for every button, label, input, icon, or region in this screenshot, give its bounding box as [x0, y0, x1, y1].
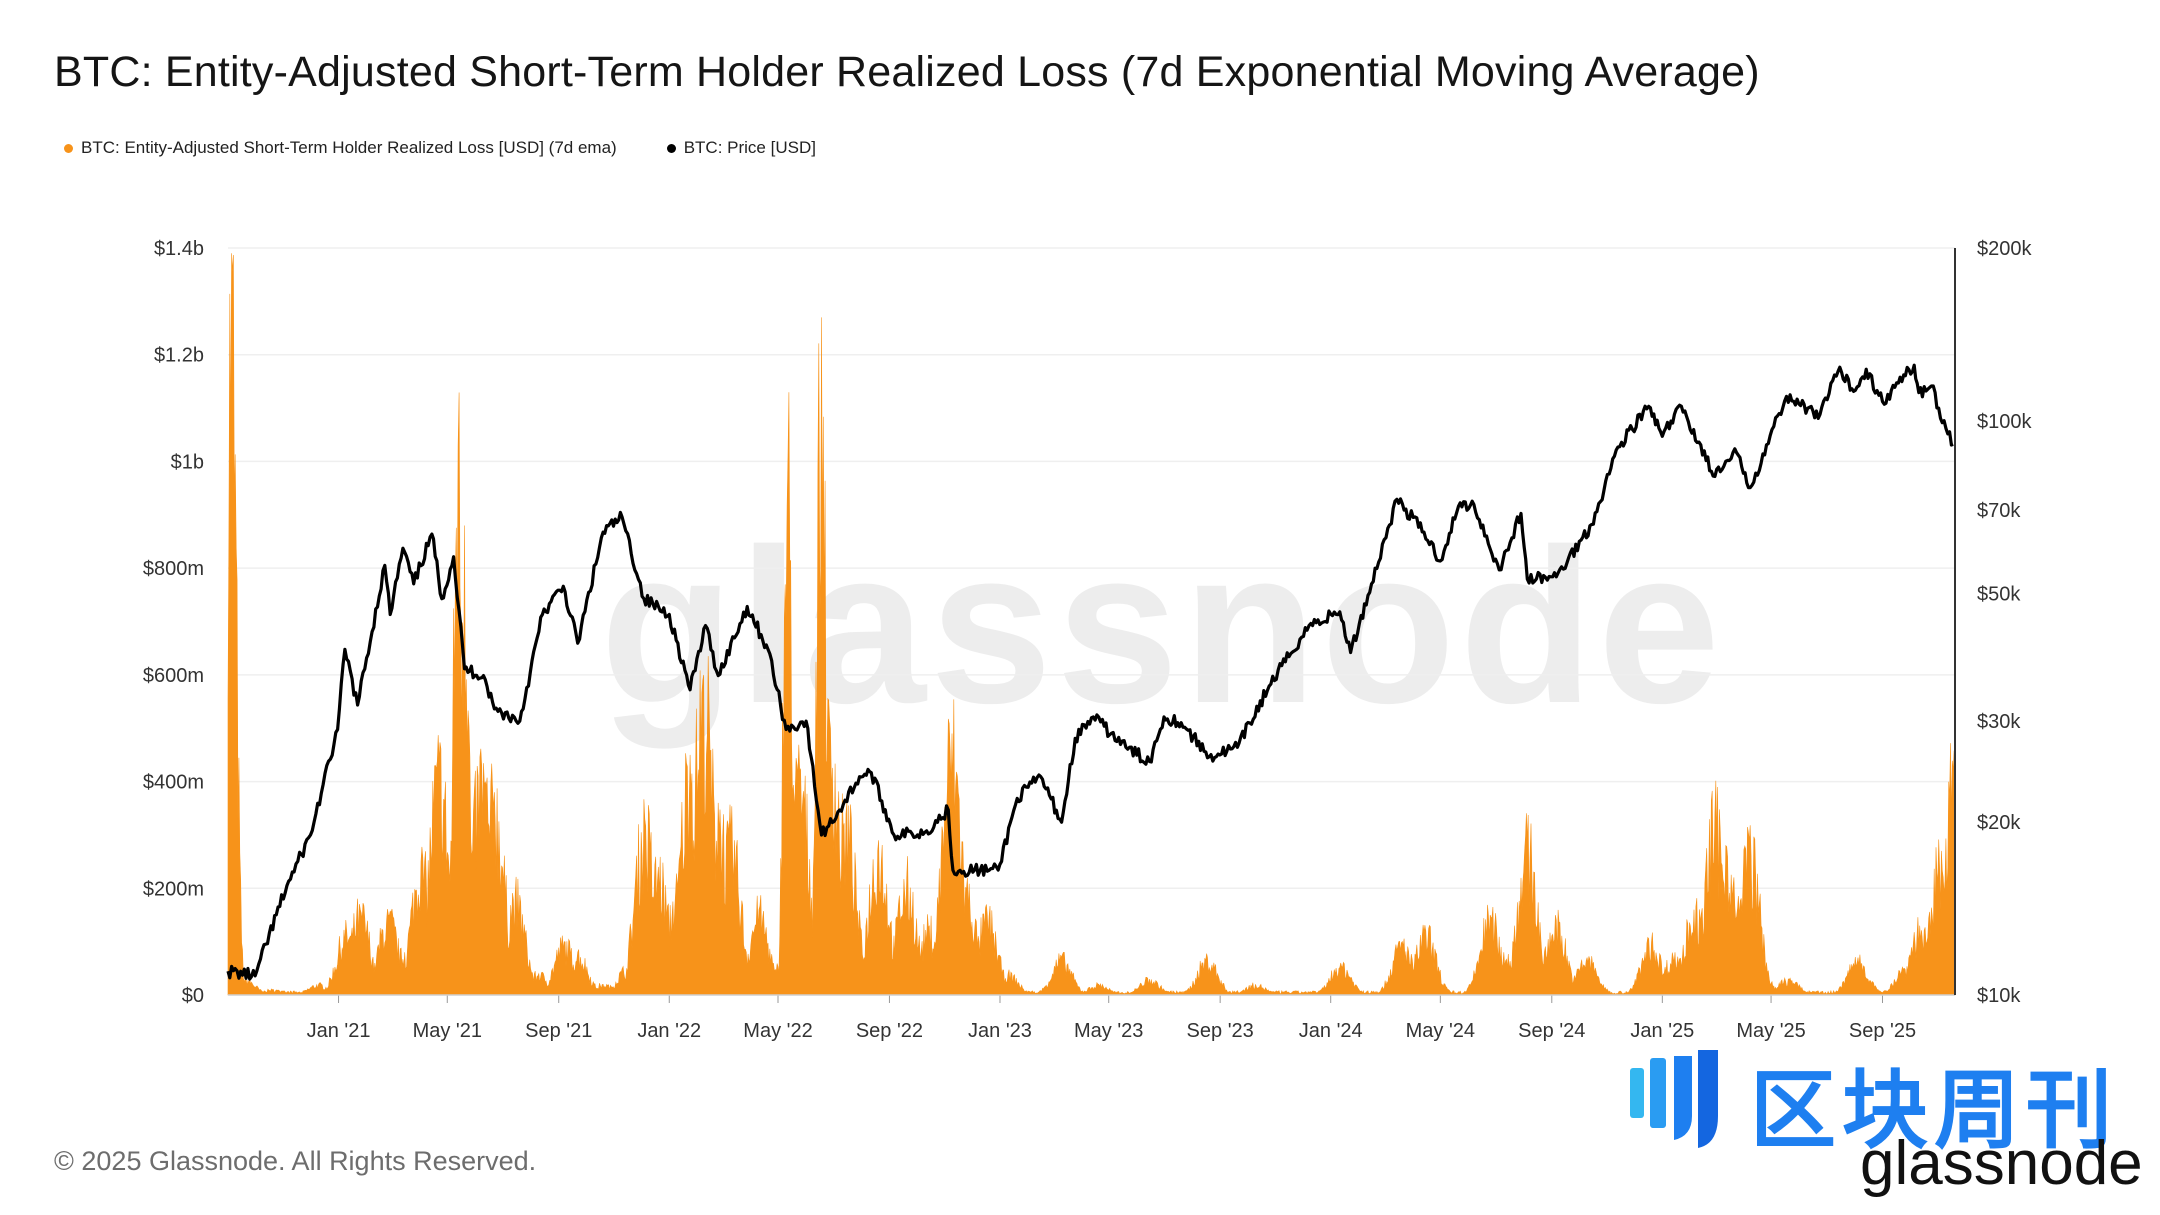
x-tick-label: May '21 — [413, 1020, 482, 1042]
legend-swatch-price — [666, 143, 676, 153]
y-right-tick-label: $20k — [1977, 812, 2021, 834]
brand-name-cn: 区块周刊 — [1750, 1061, 2118, 1161]
chart-legend: BTC: Entity-Adjusted Short-Term Holder R… — [64, 138, 816, 158]
x-tick-label: May '25 — [1736, 1020, 1805, 1042]
y-left-tick-label: $600m — [143, 665, 204, 687]
x-tick-label: May '22 — [743, 1020, 812, 1042]
y-left-tick-label: $400m — [143, 772, 204, 794]
price-line-series — [226, 363, 1954, 981]
x-tick-label: Jan '22 — [637, 1020, 701, 1042]
y-right-tick-label: $10k — [1977, 985, 2021, 1007]
y-right-tick-label: $70k — [1977, 500, 2021, 522]
x-tick-label: Jan '23 — [968, 1020, 1032, 1042]
price-line — [226, 363, 1954, 981]
y-left-tick-label: $1.4b — [154, 238, 204, 260]
x-tick-label: Sep '23 — [1187, 1020, 1254, 1042]
chart-title: BTC: Entity-Adjusted Short-Term Holder R… — [54, 48, 1760, 96]
y-left-tick-label: $800m — [143, 558, 204, 580]
brand-mark-icon — [1630, 1050, 1718, 1148]
loss-area-series — [227, 253, 1956, 996]
x-tick-label: Jan '21 — [307, 1020, 371, 1042]
y-right-tick-label: $200k — [1977, 238, 2032, 260]
legend-item-loss[interactable]: BTC: Entity-Adjusted Short-Term Holder R… — [64, 138, 617, 158]
y-right-tick-label: $50k — [1977, 584, 2021, 606]
y-right-tick-label: $30k — [1977, 711, 2021, 733]
y-left-tick-label: $0 — [182, 985, 204, 1007]
x-tick-label: Jan '25 — [1630, 1020, 1694, 1042]
x-tick-label: Sep '22 — [856, 1020, 923, 1042]
brand-name-en: glassnode — [1860, 1129, 2143, 1198]
y-left-tick-label: $200m — [143, 878, 204, 900]
y-left-tick-label: $1b — [171, 451, 204, 473]
y-left-tick-label: $1.2b — [154, 345, 204, 367]
axes: $0 $200m $400m $600m $800m $1b $1.2b $1.4b $10k $… — [143, 238, 2033, 1042]
y-right-tick-label: $100k — [1977, 411, 2032, 433]
legend-swatch-loss — [64, 143, 73, 153]
x-tick-label: May '23 — [1074, 1020, 1143, 1042]
x-tick-label: Sep '21 — [525, 1020, 592, 1042]
copyright-text: © 2025 Glassnode. All Rights Reserved. — [54, 1146, 537, 1176]
legend-label-price: BTC: Price [USD] — [683, 138, 816, 157]
loss-area — [227, 253, 1956, 996]
brand-logo: 区块周刊 glassnode — [1630, 1040, 2150, 1210]
legend-item-price[interactable]: BTC: Price [USD] — [666, 138, 816, 158]
legend-label-loss: BTC: Entity-Adjusted Short-Term Holder R… — [81, 138, 617, 157]
x-tick-label: Sep '25 — [1849, 1020, 1916, 1042]
x-tick-label: Sep '24 — [1518, 1020, 1585, 1042]
x-tick-label: May '24 — [1406, 1020, 1475, 1042]
x-tick-label: Jan '24 — [1299, 1020, 1363, 1042]
